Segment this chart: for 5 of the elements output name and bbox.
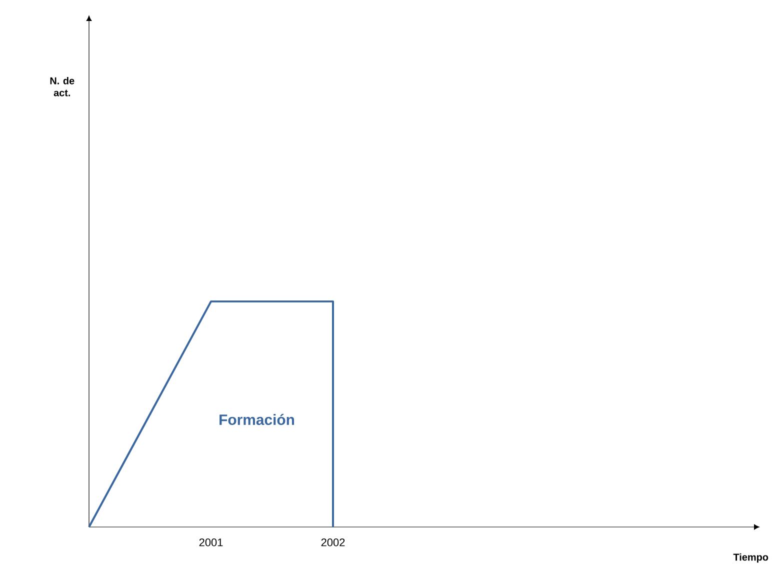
x-tick-label: 2002 [321,538,345,546]
annotation: Formación [220,414,294,426]
text: N. de act. [50,77,74,96]
x-axis-title: Tiempo [733,553,768,563]
x-tick-label: 2001 [199,538,223,546]
